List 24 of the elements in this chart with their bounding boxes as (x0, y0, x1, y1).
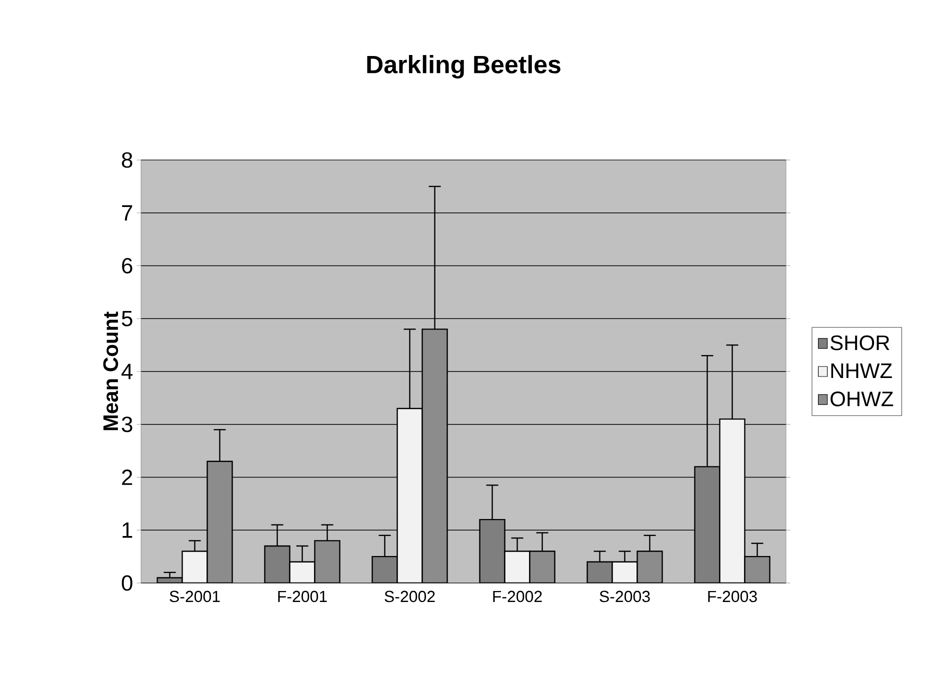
x-tick-label: S-2003 (600, 590, 650, 602)
bar (504, 550, 530, 583)
y-tick-label: 3 (122, 416, 132, 432)
y-tick-label: 6 (122, 258, 132, 274)
y-tick-label: 5 (122, 310, 132, 326)
x-tick-label: F-2003 (708, 590, 757, 602)
legend-label: SHOR (830, 335, 890, 350)
x-tick-label: F-2002 (493, 590, 542, 602)
legend-label: NHWZ (831, 364, 892, 378)
bar (182, 550, 208, 583)
y-tick-label: 4 (121, 364, 133, 380)
x-tick-label: S-2001 (170, 590, 220, 602)
bar (719, 418, 746, 583)
y-tick-label: 7 (122, 205, 132, 220)
x-tick-label: F-2001 (278, 590, 327, 602)
y-tick-label: 2 (122, 470, 132, 485)
y-axis-title: Mean Count (103, 312, 118, 430)
x-tick-label: S-2002 (384, 590, 435, 602)
y-tick-label: 1 (122, 522, 132, 538)
y-tick-label: 0 (122, 575, 132, 591)
y-tick-label: 8 (122, 152, 132, 168)
bar (396, 408, 423, 583)
legend-label: OHWZ (830, 391, 894, 406)
chart-title: Darkling Beetles (367, 55, 560, 78)
